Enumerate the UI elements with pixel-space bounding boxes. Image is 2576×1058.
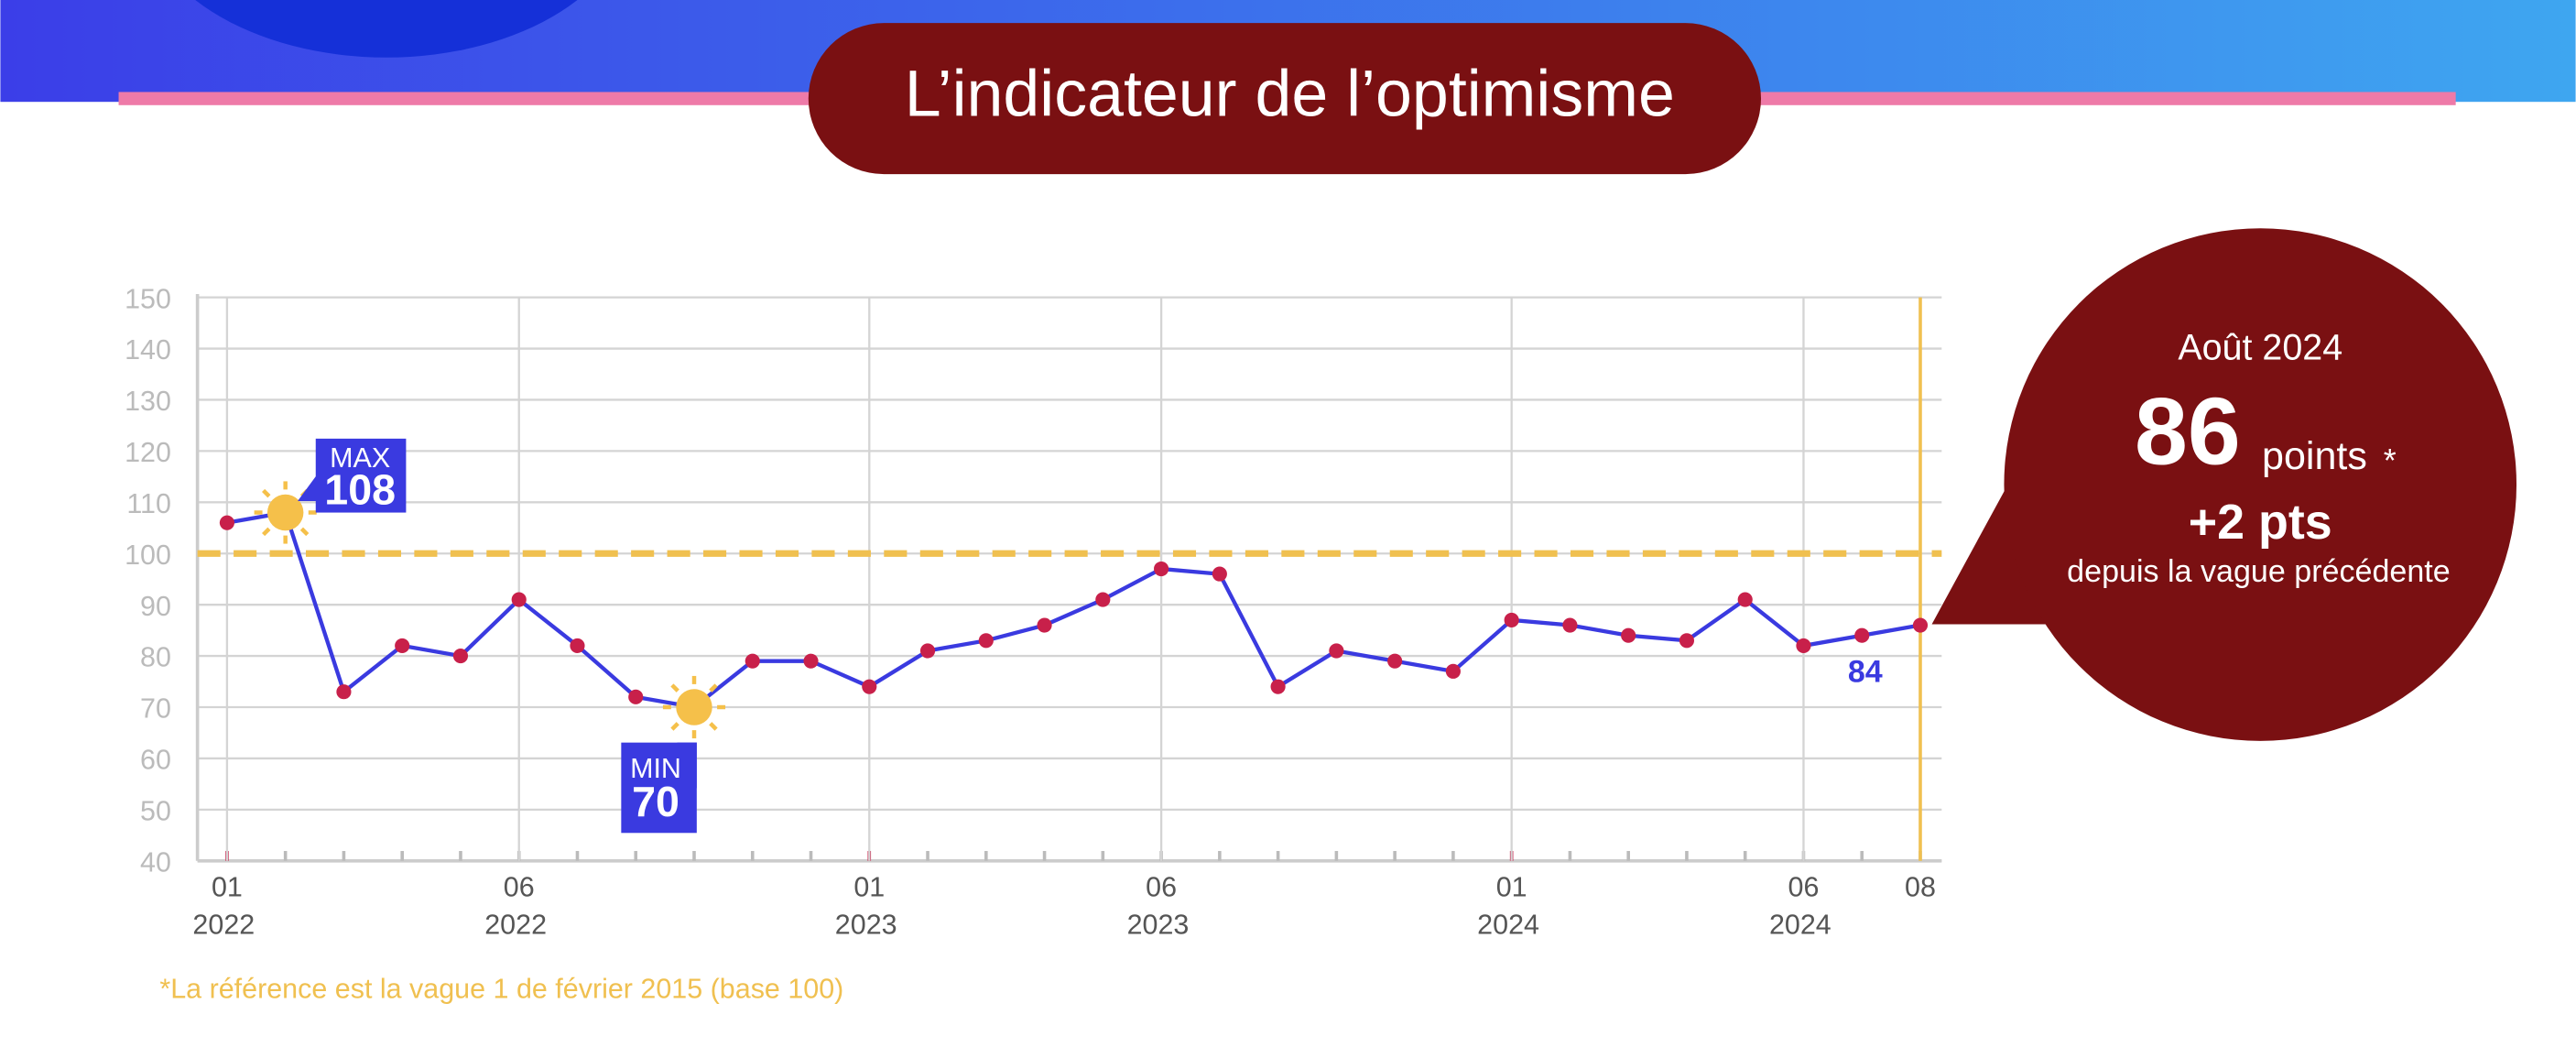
callout-asterisk: * <box>2384 442 2397 479</box>
point <box>1270 679 1286 694</box>
sun-ray <box>261 527 271 537</box>
y-tick-label: 40 <box>140 846 171 878</box>
sun-ray <box>299 527 310 537</box>
point <box>336 684 352 700</box>
max-box <box>315 438 407 513</box>
y-tick-label: 90 <box>140 591 171 622</box>
chart: 40 50 60 70 80 90 100 110 120 130 140 150 01 2022 06 20… <box>125 283 1942 1005</box>
y-tick-label: 130 <box>125 386 171 417</box>
min-label: MIN <box>630 753 681 784</box>
title-pill <box>808 23 1762 175</box>
x-tick-label: 06 <box>1146 871 1177 902</box>
point <box>1504 612 1519 628</box>
point <box>803 653 819 669</box>
y-tick-label: 50 <box>140 795 171 826</box>
callout-value: 86 <box>2135 378 2241 485</box>
callout-change: +2 pts <box>2189 495 2332 550</box>
title: L’indicateur de l’optimisme <box>905 58 1675 131</box>
x-tick-label: 01 <box>212 871 243 902</box>
point <box>628 689 644 704</box>
point <box>978 633 994 649</box>
point <box>1387 653 1403 669</box>
x-tick-label: 06 <box>1788 871 1820 902</box>
callout-circle <box>2004 228 2517 741</box>
max-label: MAX <box>330 442 390 474</box>
point <box>1679 633 1695 649</box>
callout-unit: points <box>2262 434 2367 478</box>
point <box>919 643 936 659</box>
y-tick-label: 70 <box>140 693 171 725</box>
y-tick-label: 80 <box>140 642 171 673</box>
point <box>1037 617 1052 633</box>
y-tick-label: 140 <box>125 334 171 365</box>
point <box>1212 566 1227 582</box>
point <box>511 592 527 607</box>
point <box>452 649 469 664</box>
x-tick-label: 01 <box>853 871 885 902</box>
point <box>1912 617 1929 633</box>
point <box>1562 617 1578 633</box>
y-tick-label: 120 <box>125 437 171 468</box>
point <box>745 653 760 669</box>
point <box>1095 592 1111 607</box>
point <box>862 679 877 694</box>
sun-ray <box>670 683 679 693</box>
min-box <box>621 742 697 834</box>
sun-ray <box>709 683 718 693</box>
header-circle <box>195 0 578 58</box>
min-value: 70 <box>632 778 679 825</box>
line <box>226 510 1921 710</box>
max-value: 108 <box>324 465 396 513</box>
point <box>1621 627 1636 643</box>
point <box>570 638 585 653</box>
x-tick-label: 06 <box>504 871 535 902</box>
point <box>1796 638 1811 653</box>
point <box>1737 592 1753 607</box>
sun-ray <box>670 722 679 731</box>
x-tick-year: 2024 <box>1477 910 1539 941</box>
x-tick-label: 08 <box>1905 871 1936 902</box>
x-tick-year: 2022 <box>192 910 255 941</box>
point <box>395 638 410 653</box>
y-tick-label: 100 <box>125 540 171 571</box>
sun <box>676 689 712 725</box>
x-tick-year: 2022 <box>484 910 547 941</box>
x-tick-label: 01 <box>1496 871 1527 902</box>
sun-ray <box>709 722 718 731</box>
sun-ray <box>261 488 271 498</box>
y-tick-label: 110 <box>126 488 171 519</box>
point <box>1329 643 1344 659</box>
y-tick-label: 60 <box>140 745 171 776</box>
x-tick-year: 2024 <box>1769 910 1831 941</box>
footnote: *La référence est la vague 1 de février … <box>159 974 843 1005</box>
x-tick-year: 2023 <box>835 910 897 941</box>
point <box>1445 663 1461 679</box>
y-tick-label: 150 <box>125 283 171 314</box>
sun <box>266 494 304 531</box>
data-label: 84 <box>1848 654 1883 689</box>
point <box>1854 627 1870 643</box>
point <box>219 515 234 530</box>
x-tick-year: 2023 <box>1127 910 1190 941</box>
callout-note: depuis la vague précédente <box>2067 554 2451 589</box>
callout-tail <box>1931 476 2057 625</box>
callout-period: Août 2024 <box>2178 327 2342 367</box>
callout: Août 2024 86 points * +2 pts depuis la v… <box>1931 228 2517 741</box>
point <box>1154 561 1169 577</box>
